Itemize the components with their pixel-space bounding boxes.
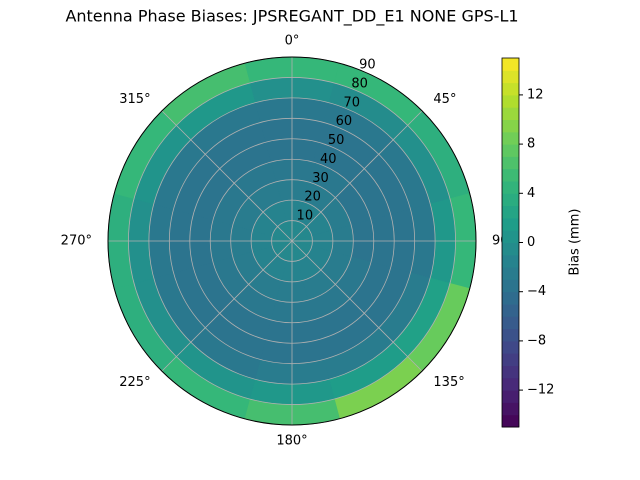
- colorbar-segment: [502, 267, 519, 280]
- colorbar-segment: [502, 377, 519, 391]
- polar-frame: [107, 56, 477, 426]
- colorbar-tick-label: 0: [527, 235, 535, 250]
- colorbar-segment: [502, 168, 519, 182]
- r-tick-label: 40: [320, 152, 337, 167]
- theta-tick-label: 45°: [433, 92, 456, 107]
- colorbar-tick-label: 8: [527, 137, 535, 152]
- colorbar-segment: [502, 340, 519, 354]
- colorbar-tick-label: −8: [527, 333, 546, 348]
- theta-tick-label: 315°: [119, 92, 150, 107]
- colorbar-label: Bias (mm): [568, 209, 583, 276]
- angular-grid-line: [291, 240, 423, 372]
- r-tick-label: 90: [359, 58, 376, 73]
- colorbar-segment: [502, 353, 519, 366]
- theta-tick-label: 180°: [276, 434, 307, 449]
- colorbar-segment: [502, 279, 519, 293]
- colorbar-segment: [502, 205, 519, 219]
- chart-title: Antenna Phase Biases: JPSREGANT_DD_E1 NO…: [65, 7, 518, 27]
- colorbar-tick-label: 12: [527, 87, 544, 102]
- colorbar-segment: [502, 94, 519, 108]
- theta-tick-label: 135°: [433, 375, 464, 390]
- colorbar-segment: [502, 390, 519, 403]
- colorbar-segment: [502, 156, 519, 170]
- colorbar-segment: [502, 304, 519, 317]
- colorbar-segment: [502, 144, 519, 157]
- theta-tick-label: 225°: [119, 375, 150, 390]
- angular-grid-line: [161, 240, 293, 372]
- colorbar-segment: [502, 242, 519, 256]
- colorbar-segment: [502, 217, 519, 231]
- angular-grid-line: [161, 110, 293, 242]
- theta-tick-label: 0°: [285, 34, 300, 49]
- angular-grid-line: [291, 110, 423, 242]
- colorbar-segment: [502, 316, 519, 330]
- r-tick-label: 20: [304, 190, 321, 205]
- r-tick-label: 30: [312, 171, 329, 186]
- colorbar-tick-label: −12: [527, 383, 554, 398]
- colorbar-segment: [502, 230, 519, 243]
- colorbar-segment: [502, 181, 519, 194]
- colorbar-segment: [502, 365, 519, 379]
- colorbar-segment: [502, 58, 519, 71]
- theta-tick-label: 270°: [61, 234, 92, 249]
- colorbar-segment: [502, 254, 519, 268]
- colorbar-segment: [502, 131, 519, 145]
- r-tick-label: 50: [328, 133, 345, 148]
- r-tick-label: 80: [351, 76, 368, 91]
- colorbar-tick-label: 4: [527, 186, 535, 201]
- r-tick-label: 10: [297, 209, 314, 224]
- r-tick-label: 70: [343, 95, 360, 110]
- colorbar-segment: [502, 402, 519, 416]
- colorbar-segment: [502, 82, 519, 96]
- colorbar-segment: [502, 119, 519, 133]
- colorbar-tick-label: −4: [527, 284, 546, 299]
- colorbar-segment: [502, 70, 519, 84]
- colorbar-segment: [502, 414, 519, 428]
- colorbar-segment: [502, 193, 519, 207]
- colorbar-segment: [502, 291, 519, 305]
- colorbar-segment: [502, 107, 519, 120]
- colorbar-segment: [502, 328, 519, 342]
- r-tick-label: 60: [336, 114, 353, 129]
